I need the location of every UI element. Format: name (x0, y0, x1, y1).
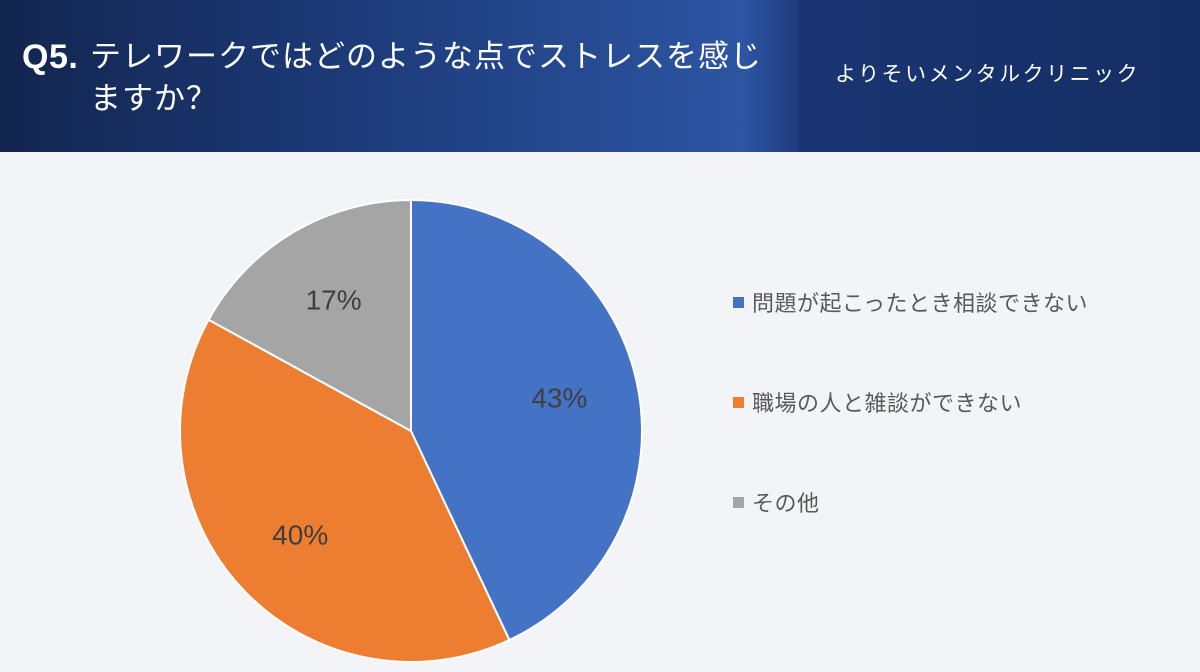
pie-chart: 43% 40% 17% (179, 198, 643, 663)
pie-label-2: 40% (272, 520, 328, 551)
pie-slice-1 (410, 198, 643, 642)
header-clinic-panel (798, 0, 1200, 152)
legend-label-1: 問題が起こったとき相談できない (752, 292, 1088, 317)
legend-swatch-2 (733, 396, 744, 408)
legend-swatch-1 (733, 296, 744, 308)
clinic-name: よりそいメンタルクリニック (835, 62, 1141, 86)
pie-label-3: 17% (306, 285, 362, 316)
question-number: Q5. (22, 38, 79, 76)
pie-slice-2 (179, 318, 511, 663)
pie-slices (179, 198, 643, 663)
pie-slice-3 (207, 198, 412, 433)
pie-labels: 43% 40% 17% (272, 285, 587, 551)
legend-swatch-3 (733, 496, 744, 508)
legend-item-2: 職場の人と雑談ができない (733, 386, 1022, 418)
question-text: テレワークではどのような点でストレスを感じますか？ (90, 39, 762, 117)
pie-label-1: 43% (531, 382, 587, 413)
legend-item-3: その他 (733, 486, 820, 518)
legend-label-3: その他 (752, 492, 820, 517)
legend-item-1: 問題が起こったとき相談できない (733, 286, 1088, 318)
legend-label-2: 職場の人と雑談ができない (752, 392, 1023, 417)
